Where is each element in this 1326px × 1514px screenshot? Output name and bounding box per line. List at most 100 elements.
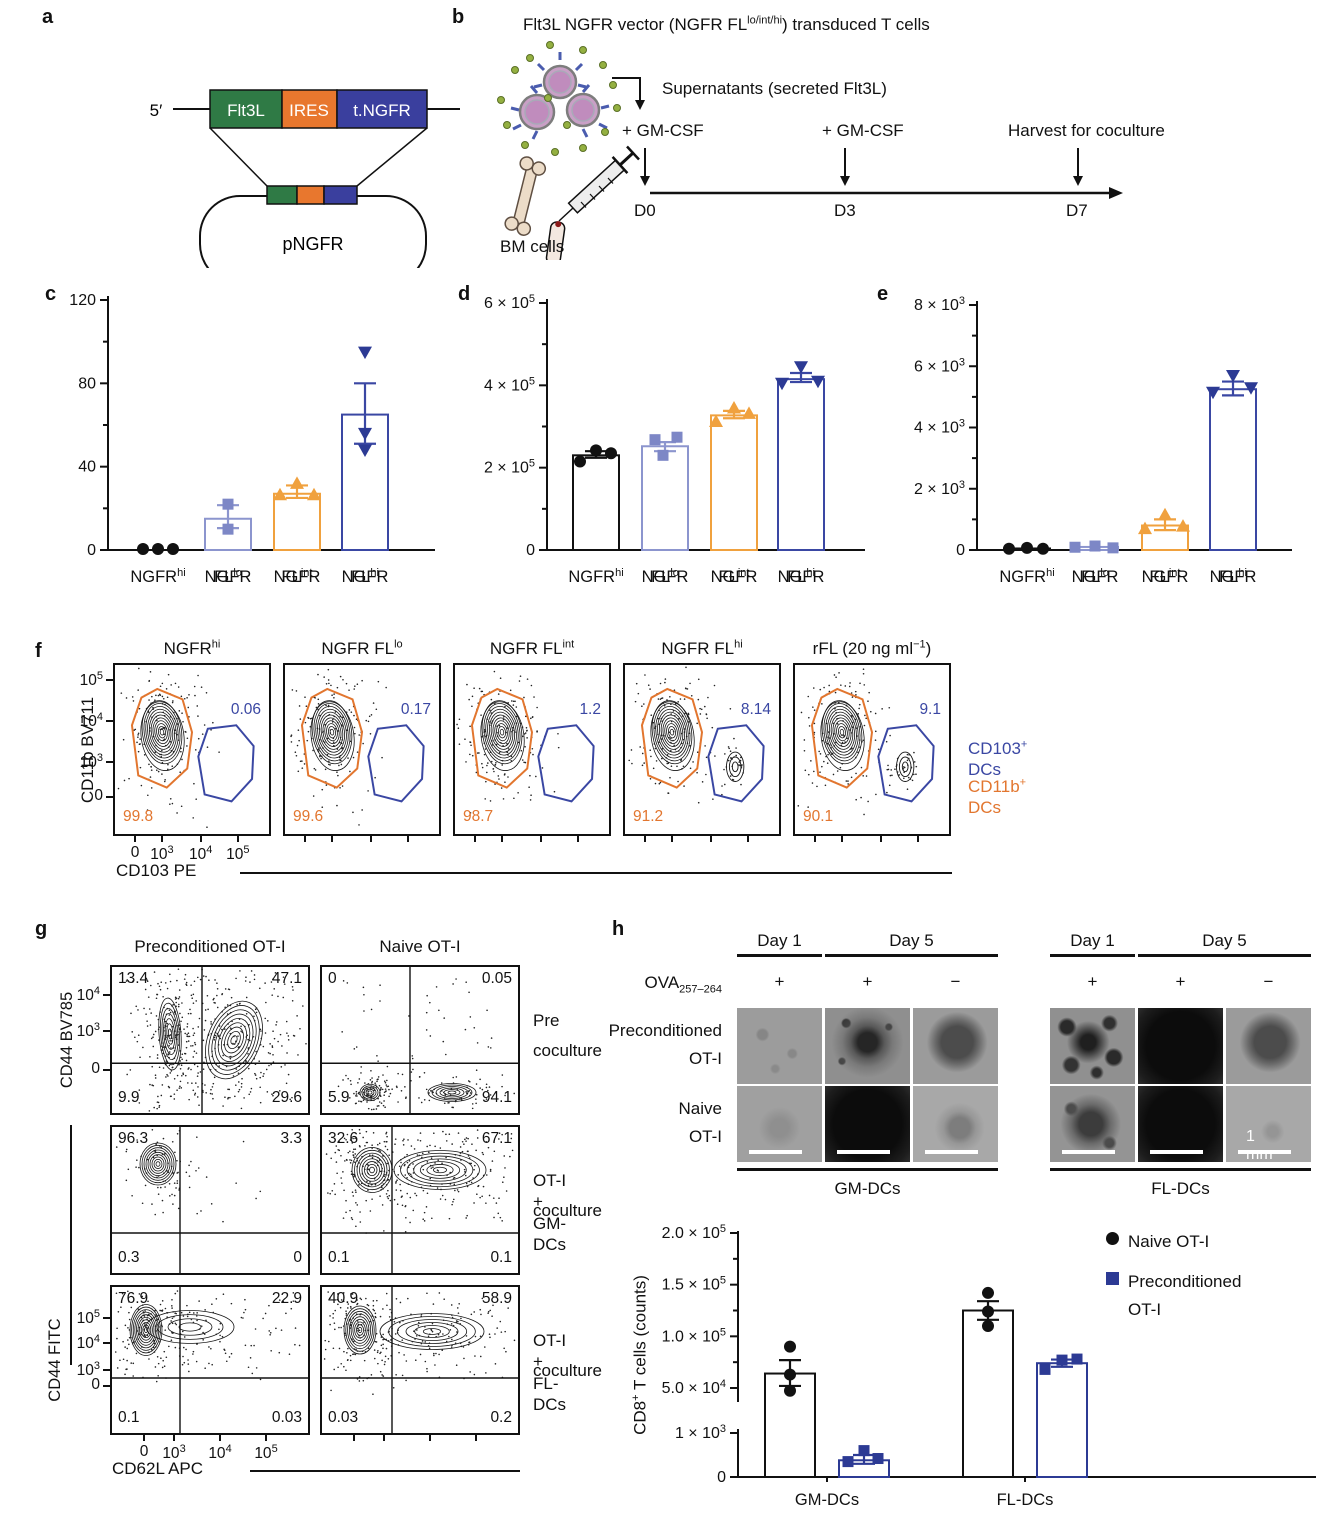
f-x-tick (500, 836, 503, 842)
dot (186, 1035, 188, 1038)
dot (482, 980, 485, 983)
dot (353, 1148, 355, 1151)
dot (142, 1314, 145, 1317)
dot (501, 1133, 503, 1136)
dot (170, 1047, 172, 1049)
dot (141, 1202, 144, 1205)
dot (839, 735, 841, 737)
dot (383, 1091, 386, 1094)
dot (190, 1068, 192, 1071)
dot (277, 1040, 279, 1043)
bar (641, 445, 689, 551)
dot (451, 1106, 453, 1109)
dot (378, 1149, 380, 1152)
dot (460, 1099, 463, 1102)
dot (832, 733, 835, 735)
dot (186, 1033, 188, 1036)
dot (368, 1168, 371, 1171)
dot (286, 1032, 288, 1034)
dot (199, 978, 202, 981)
dot (196, 1096, 199, 1098)
data-point (794, 361, 808, 374)
dot (437, 1333, 440, 1336)
dot (808, 716, 810, 719)
dot (840, 744, 843, 747)
dot (155, 1330, 157, 1332)
dot (381, 1204, 384, 1206)
dot (827, 731, 830, 733)
dot (164, 1153, 166, 1155)
dot (295, 690, 298, 692)
dot (664, 681, 666, 684)
dot (327, 668, 330, 671)
dot (209, 1092, 212, 1095)
dot (181, 1053, 184, 1056)
dot (210, 729, 212, 731)
dot (322, 740, 325, 742)
dot (480, 714, 482, 716)
dot (163, 733, 166, 735)
dot (382, 1179, 385, 1182)
dot (196, 976, 199, 979)
g-row-label: coculture (533, 1041, 602, 1060)
dot (172, 1203, 174, 1205)
dot (455, 1364, 458, 1366)
dot (476, 1042, 479, 1044)
dot (171, 1322, 174, 1325)
dot (353, 1297, 356, 1299)
f-x-tick (916, 836, 919, 842)
dot (171, 1066, 174, 1069)
dot (262, 1317, 264, 1320)
dot (369, 1320, 372, 1323)
contour (140, 1321, 152, 1339)
dot (383, 1363, 386, 1366)
dot (164, 779, 166, 781)
dot (490, 740, 493, 742)
label: 0 (87, 542, 96, 559)
contour (208, 1005, 260, 1075)
flow-plot (793, 663, 951, 836)
dot (176, 1074, 179, 1077)
dot (327, 1192, 329, 1194)
dot (896, 757, 899, 760)
dot (156, 1054, 159, 1056)
dot (164, 703, 166, 706)
dot (379, 1195, 381, 1197)
dot (429, 1333, 431, 1335)
dot (161, 695, 164, 698)
dot (157, 1186, 159, 1189)
dot (283, 983, 286, 985)
dot (158, 1039, 160, 1041)
dot (172, 751, 175, 753)
dot (177, 997, 180, 1000)
dot (475, 1098, 477, 1100)
dot (291, 985, 294, 988)
dot (271, 1045, 274, 1047)
dot (426, 1370, 428, 1373)
contour (837, 726, 846, 739)
gmcsf-d0-label: + GM-CSF (622, 121, 704, 140)
dot (479, 1087, 481, 1089)
data-point (982, 1286, 994, 1299)
dot (731, 758, 733, 760)
contour (178, 1322, 202, 1332)
dot (337, 1085, 340, 1088)
dot (404, 1086, 406, 1088)
dot (491, 744, 494, 746)
dot (166, 696, 169, 699)
dot (427, 1335, 430, 1338)
dot (450, 1304, 453, 1306)
dot (191, 997, 194, 999)
dot (915, 773, 917, 776)
dot (488, 724, 491, 727)
dot (175, 1323, 178, 1326)
dot (655, 760, 658, 762)
dot (186, 1315, 189, 1318)
dot (137, 1034, 140, 1037)
dot (130, 1306, 133, 1309)
dot (380, 1188, 382, 1191)
contour (433, 1166, 447, 1174)
dot (148, 1358, 150, 1360)
g-y-tick (103, 1341, 110, 1344)
g-column-title: Naive OT-I (379, 937, 461, 956)
